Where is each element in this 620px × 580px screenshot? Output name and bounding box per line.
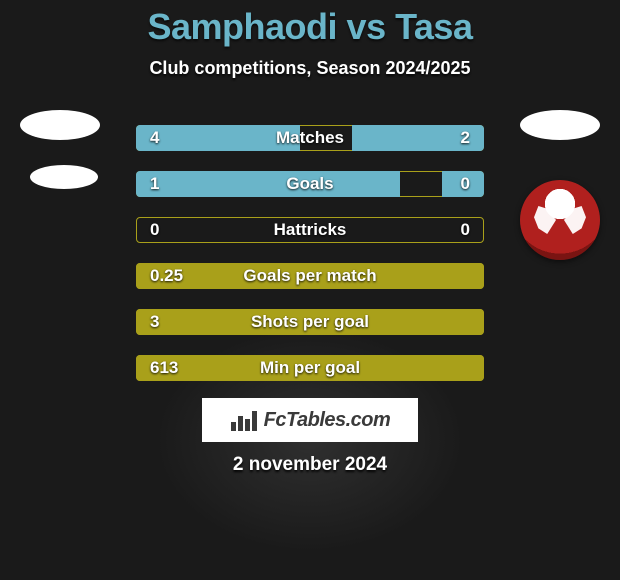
bar-label: Hattricks <box>136 217 484 243</box>
right-team-badge-1 <box>520 110 600 190</box>
bar-label: Min per goal <box>136 355 484 381</box>
bar-label: Goals per match <box>136 263 484 289</box>
page-title: Samphaodi vs Tasa <box>0 0 620 48</box>
bar-label: Matches <box>136 125 484 151</box>
stat-bar-row: 3Shots per goal <box>136 309 484 335</box>
bar-label: Goals <box>136 171 484 197</box>
club-crest-icon <box>520 180 600 260</box>
branding-banner: FcTables.com <box>202 398 418 442</box>
stat-bar-row: 00Hattricks <box>136 217 484 243</box>
stat-bar-row: 10Goals <box>136 171 484 197</box>
bars-chart-icon <box>230 408 258 432</box>
branding-text: FcTables.com <box>264 409 391 432</box>
stat-bar-row: 42Matches <box>136 125 484 151</box>
placeholder-icon <box>30 165 98 189</box>
stat-bar-row: 613Min per goal <box>136 355 484 381</box>
placeholder-icon <box>520 110 600 140</box>
stats-bars: 42Matches 10Goals 00Hattricks 0.25Goals per… <box>136 125 484 401</box>
footer-date: 2 november 2024 <box>0 454 620 476</box>
page-subtitle: Club competitions, Season 2024/2025 <box>0 58 620 79</box>
placeholder-icon <box>20 110 100 140</box>
stat-bar-row: 0.25Goals per match <box>136 263 484 289</box>
bar-label: Shots per goal <box>136 309 484 335</box>
right-team-badge-2 <box>520 180 600 260</box>
left-team-badge-2 <box>30 165 110 245</box>
